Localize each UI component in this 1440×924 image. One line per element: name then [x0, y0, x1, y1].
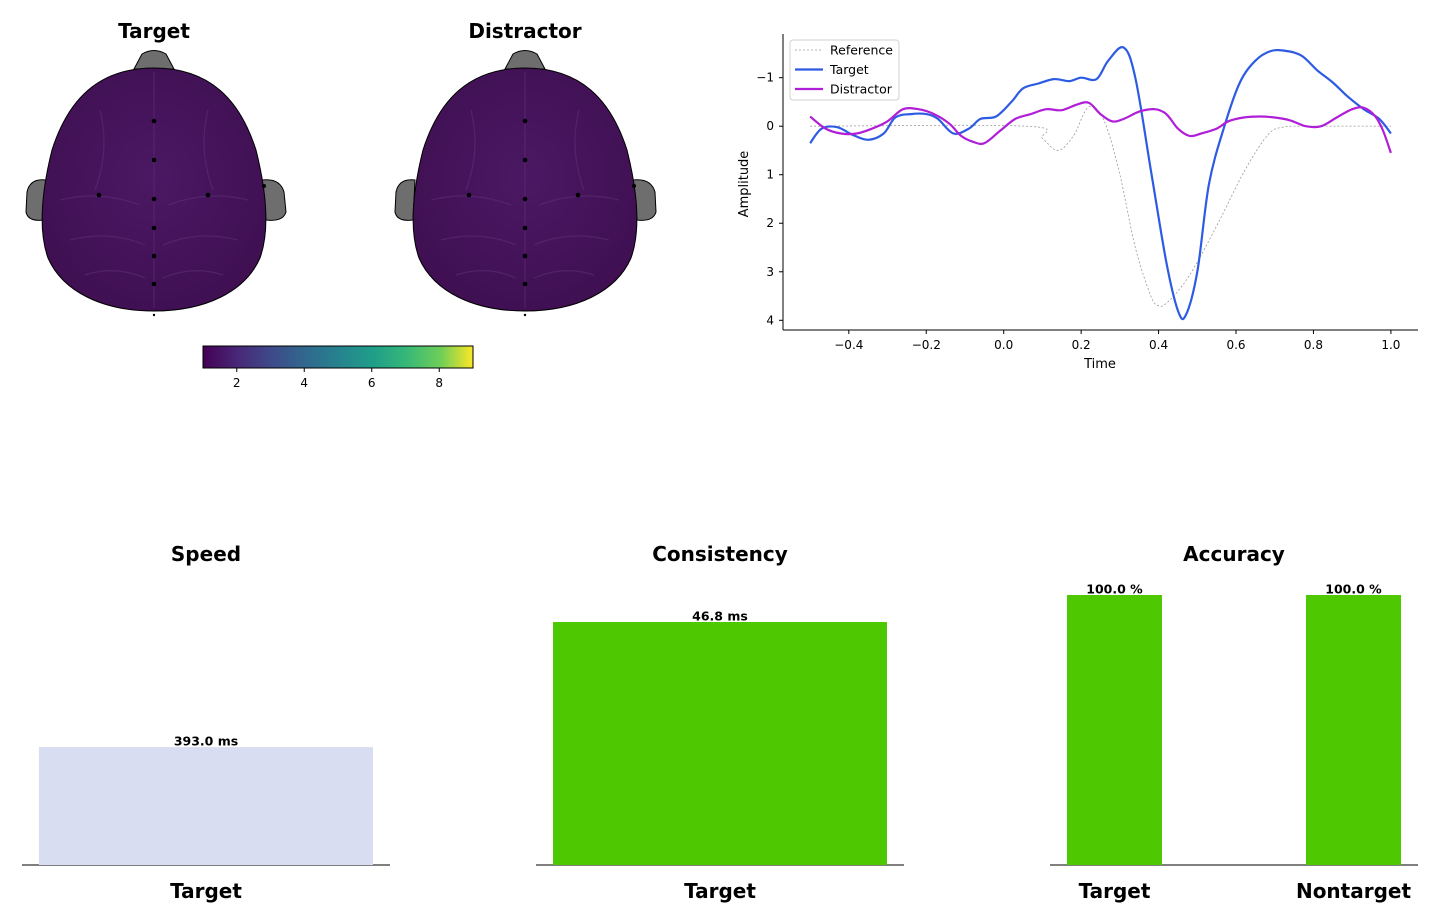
sensor-dots	[466, 118, 636, 317]
erp-xtick-label: 0.8	[1304, 338, 1323, 352]
erp-xlabel: Time	[1083, 357, 1116, 372]
speed-bar-label: 393.0 ms	[174, 734, 238, 749]
erp-xtick-label: 0.0	[994, 338, 1013, 352]
erp-line-distractor	[809, 101, 1392, 154]
legend-label: Target	[829, 62, 869, 77]
topomap-distractor-title: Distractor	[468, 19, 581, 43]
erp-ytick-label: 2	[766, 216, 774, 230]
accuracy-category-label: Nontarget	[1296, 879, 1412, 903]
colorbar-gradient	[202, 345, 474, 369]
erp-ylabel: Amplitude	[737, 151, 752, 218]
accuracy-bar-label: 100.0 %	[1086, 582, 1143, 597]
panel-consistency: Consistency 46.8 ms Target	[536, 542, 904, 903]
legend-label: Distractor	[830, 82, 893, 97]
bar-panels: Speed 393.0 ms Target Consistency 46.8 ms Tar…	[22, 542, 1418, 903]
erp-plot: Time Amplitude −0.4 −0.2 0.0 0.2 0.4 0.6 0.8 1.…	[737, 34, 1418, 372]
erp-xtick-label: 1.0	[1381, 338, 1400, 352]
topomap-target-title: Target	[118, 19, 190, 43]
panel-accuracy: Accuracy 100.0 % Target 100.0 % Nontarget	[1050, 542, 1418, 903]
accuracy-category-label: Target	[1079, 879, 1151, 903]
colorbar-tick-label: 8	[435, 376, 443, 390]
sensor-dots	[96, 118, 266, 317]
erp-ytick-label: 0	[766, 119, 774, 133]
erp-ytick-label: −1	[756, 71, 774, 85]
legend-box	[789, 39, 900, 101]
erp-lines	[809, 46, 1392, 321]
colorbar-tick-label: 2	[233, 376, 241, 390]
right-ear	[632, 179, 657, 221]
left-ear	[25, 179, 47, 221]
nose	[504, 50, 546, 70]
erp-line-target	[809, 46, 1392, 321]
accuracy-bar	[1067, 595, 1162, 865]
accuracy-bar	[1306, 595, 1401, 865]
sulci-texture	[430, 72, 620, 308]
erp-line-reference	[810, 105, 1391, 307]
erp-xtick-label: 0.2	[1072, 338, 1091, 352]
colorbar: 2 4 6 8	[202, 345, 474, 390]
topomap-target: Target	[25, 19, 287, 317]
erp-xtick-label: −0.2	[912, 338, 941, 352]
consistency-bar-label: 46.8 ms	[692, 609, 748, 624]
left-ear	[394, 179, 416, 221]
colorbar-tick-label: 4	[300, 376, 308, 390]
consistency-title: Consistency	[652, 542, 788, 566]
erp-legend: Reference Target Distractor	[789, 39, 900, 101]
topomap-distractor: Distractor	[394, 19, 657, 317]
speed-category-label: Target	[170, 879, 242, 903]
erp-ytick-label: 4	[766, 313, 774, 327]
erp-ticks: −0.4 −0.2 0.0 0.2 0.4 0.6 0.8 1.0 −1 0 1 2 3 4	[756, 71, 1400, 352]
nose	[133, 50, 175, 70]
erp-xtick-label: 0.6	[1226, 338, 1245, 352]
consistency-bar	[553, 622, 887, 865]
colorbar-tick-label: 6	[368, 376, 376, 390]
speed-title: Speed	[171, 542, 241, 566]
erp-ytick-label: 3	[766, 265, 774, 279]
speed-bar	[39, 747, 373, 865]
consistency-category-label: Target	[684, 879, 756, 903]
erp-xtick-label: 0.4	[1149, 338, 1168, 352]
erp-xtick-label: −0.4	[834, 338, 863, 352]
accuracy-title: Accuracy	[1183, 542, 1285, 566]
erp-ytick-label: 1	[766, 168, 774, 182]
panel-speed: Speed 393.0 ms Target	[22, 542, 390, 903]
legend-label: Reference	[830, 43, 893, 58]
accuracy-bar-label: 100.0 %	[1325, 582, 1382, 597]
right-ear	[261, 179, 287, 221]
